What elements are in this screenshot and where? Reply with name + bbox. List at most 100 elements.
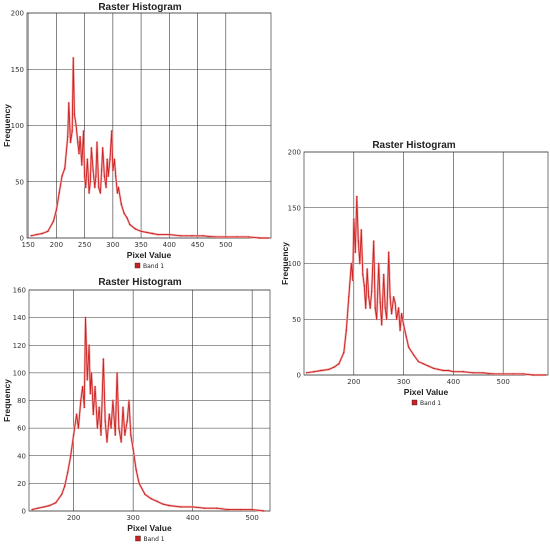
data-point xyxy=(102,358,105,360)
data-point xyxy=(356,195,358,198)
chart-title: Raster Histogram xyxy=(98,277,182,288)
data-point xyxy=(267,237,269,239)
data-point xyxy=(462,371,464,373)
histogram-panel-top-left: Raster Histogram 150 200 250 300 350 400 450 50… xyxy=(0,0,280,280)
y-tick-label: 150 xyxy=(11,66,24,74)
data-point xyxy=(113,158,116,160)
data-point xyxy=(67,136,69,138)
x-tick-label: 350 xyxy=(134,241,147,249)
data-point xyxy=(399,329,401,332)
y-tick-label: 200 xyxy=(288,149,301,157)
data-point xyxy=(83,406,86,409)
data-point xyxy=(79,136,81,138)
data-point xyxy=(73,113,76,115)
data-point xyxy=(180,506,182,508)
y-tick-label: 0 xyxy=(297,372,301,380)
y-tick-label: 100 xyxy=(11,122,24,130)
data-point xyxy=(239,508,241,511)
data-point xyxy=(400,313,403,315)
legend-label: Band 1 xyxy=(420,400,441,407)
x-tick-label: 200 xyxy=(50,241,63,249)
data-point xyxy=(151,232,154,235)
data-point xyxy=(384,307,386,309)
y-tick-label: 60 xyxy=(17,425,26,433)
data-point xyxy=(417,360,420,363)
data-point xyxy=(61,175,63,177)
y-axis-label: Frequency xyxy=(2,104,12,147)
data-point xyxy=(77,141,79,144)
data-point xyxy=(213,236,216,238)
data-point xyxy=(88,344,90,346)
data-point xyxy=(359,262,361,265)
data-point xyxy=(55,502,57,504)
data-point xyxy=(162,503,164,505)
data-point xyxy=(362,273,364,276)
data-point xyxy=(90,372,93,374)
data-point xyxy=(357,240,359,242)
y-tick-label: 50 xyxy=(292,316,301,324)
x-tick-label: 500 xyxy=(245,514,258,522)
histogram-chart: 200 300 400 500 0 50 100 150 200 Pixel Value Frequ… xyxy=(280,149,549,407)
data-point xyxy=(106,441,108,443)
data-point xyxy=(72,434,75,436)
data-point xyxy=(96,141,98,144)
data-point xyxy=(55,209,58,211)
data-point xyxy=(140,230,142,232)
data-point xyxy=(84,316,87,319)
histogram-panel-right: Raster Histogram 200 300 400 500 0 50 100 150 20… xyxy=(278,138,550,418)
data-point xyxy=(90,147,93,149)
data-point xyxy=(363,285,365,287)
data-point xyxy=(114,434,117,436)
x-tick-label: 150 xyxy=(21,241,34,249)
data-point xyxy=(102,147,104,149)
data-point xyxy=(112,169,114,172)
data-point xyxy=(71,130,73,132)
data-point xyxy=(156,500,158,502)
data-point xyxy=(179,235,182,237)
data-point xyxy=(338,363,340,365)
data-point xyxy=(47,230,49,232)
data-point xyxy=(432,367,435,369)
data-point xyxy=(247,236,250,238)
data-point xyxy=(376,318,378,320)
data-point xyxy=(482,372,484,374)
data-point xyxy=(124,434,126,436)
data-point xyxy=(61,493,63,496)
data-point xyxy=(85,186,87,189)
data-point xyxy=(98,406,100,409)
data-point xyxy=(168,504,170,507)
data-point xyxy=(49,504,51,507)
data-point xyxy=(100,434,102,436)
data-point xyxy=(105,186,107,189)
x-axis-label: Pixel Value xyxy=(127,523,172,533)
data-point xyxy=(381,324,383,326)
data-point xyxy=(203,507,206,509)
data-point xyxy=(120,441,122,443)
data-point xyxy=(191,506,194,508)
data-point xyxy=(92,169,94,172)
data-point xyxy=(202,235,204,237)
data-point xyxy=(117,186,120,189)
data-point xyxy=(86,158,89,160)
data-point xyxy=(313,371,315,373)
x-axis-label: Pixel Value xyxy=(404,387,449,397)
x-tick-label: 400 xyxy=(186,514,199,522)
data-point xyxy=(447,369,450,372)
data-point xyxy=(502,373,504,375)
data-point xyxy=(129,223,131,226)
x-tick-label: 200 xyxy=(347,378,360,386)
data-point xyxy=(352,279,354,281)
data-point xyxy=(397,307,400,309)
x-tick-label: 250 xyxy=(78,241,91,249)
data-point xyxy=(146,231,148,234)
data-point xyxy=(126,217,128,219)
data-point xyxy=(94,186,96,189)
data-point xyxy=(225,236,227,238)
data-point xyxy=(72,57,75,59)
data-point xyxy=(63,485,66,487)
y-tick-label: 40 xyxy=(17,452,26,460)
y-tick-label: 100 xyxy=(13,369,26,377)
data-point xyxy=(70,455,72,457)
y-tick-label: 200 xyxy=(11,10,24,18)
data-point xyxy=(452,371,455,373)
